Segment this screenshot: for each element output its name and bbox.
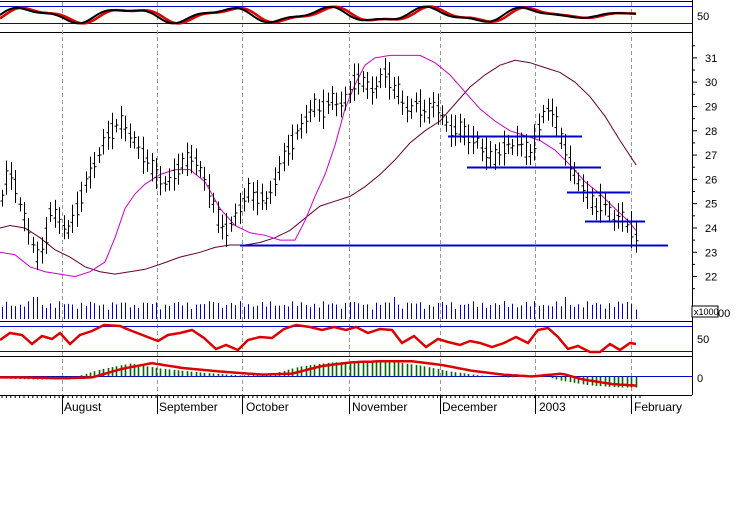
month-label-october: October [246,400,289,414]
rsi-line [0,323,637,354]
ma-fast-line [0,54,637,278]
volume-unit-box [691,305,719,318]
osc-fast-line [0,5,636,25]
osc-slow-line [0,5,637,25]
ma-slow-line [0,59,637,275]
price-tick-label: 30 [705,77,717,89]
month-label-august: August [64,400,102,414]
osc-tick-label: 50 [697,11,709,23]
price-tick-label: 27 [705,150,717,162]
price-tick-label: 28 [705,126,717,138]
volume-bars [2,297,637,319]
price-tick-label: 24 [705,223,717,235]
price-tick-label: 29 [705,101,717,113]
macd-panel: 0 [0,360,703,388]
month-label-november: November [352,400,407,414]
rsi-tick-label: 50 [697,334,709,346]
rsi-panel: 50 [0,323,709,354]
volume-panel: x1000 00 [2,297,730,320]
month-label-2003: 2003 [539,400,566,414]
price-bars [0,58,639,271]
month-label-february: February [634,400,682,414]
top-oscillator-panel: 50 [0,5,709,25]
volume-unit-label: x1000 [694,307,719,317]
month-label-september: September [159,400,218,414]
price-panel: 22 23 24 25 26 27 28 29 30 31 [0,45,717,290]
macd-tick-label: 0 [697,373,703,385]
price-tick-label: 31 [705,53,717,65]
macd-signal-line [0,360,637,387]
volume-tick-label: 00 [718,308,730,320]
support-lines [240,135,668,247]
price-tick-label: 26 [705,174,717,186]
price-tick-label: 25 [705,199,717,211]
month-label-december: December [442,400,497,414]
price-tick-label: 22 [705,272,717,284]
price-tick-label: 23 [705,247,717,259]
x-axis: August September October November Decemb… [1,395,682,414]
panel-frames [0,0,693,396]
price-axis-ticks: 22 23 24 25 26 27 28 29 30 31 [692,45,717,290]
